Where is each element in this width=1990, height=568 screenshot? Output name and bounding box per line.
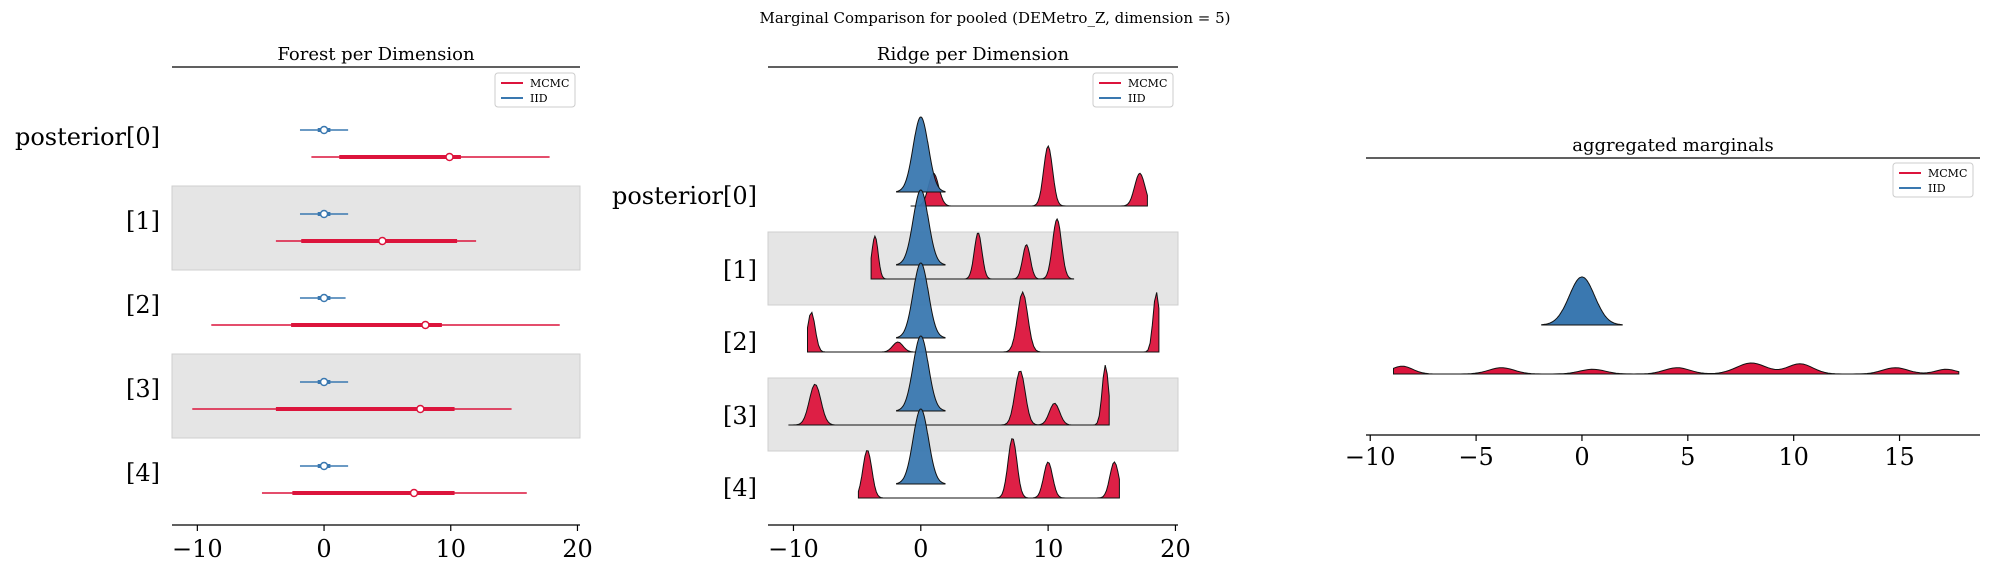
row-label: posterior[0]	[15, 123, 160, 151]
iid-ridge	[896, 408, 946, 485]
median-point	[319, 209, 329, 219]
row-label: posterior[0]	[612, 182, 757, 210]
x-tick-label: 20	[562, 535, 593, 563]
panel-title: Ridge per Dimension	[877, 44, 1070, 65]
x-tick-label: 10	[435, 535, 466, 563]
forest-panel: Forest per Dimension −10 0 10 20 posterior[0]…	[15, 44, 593, 563]
row-label: [3]	[723, 402, 757, 430]
x-tick-label: −5	[1458, 443, 1493, 471]
row-label: [2]	[126, 291, 160, 319]
x-tick-label: 20	[1160, 535, 1191, 563]
row-label: [3]	[126, 375, 160, 403]
panel-title: aggregated marginals	[1572, 135, 1773, 156]
median-point	[319, 125, 329, 135]
x-tick-label: 5	[1680, 443, 1695, 471]
row-label: [1]	[126, 207, 160, 235]
ridge-panel: Ridge per Dimension −10 0 10 20 posterior[0] […	[612, 44, 1191, 563]
figure-title: Marginal Comparison for pooled (DEMetro_…	[759, 9, 1230, 27]
row-band	[767, 377, 1179, 452]
row-label: [2]	[723, 328, 757, 356]
aggregated-panel: aggregated marginals −10 −5 0 5 10 15 MCMC IID	[1345, 135, 1980, 471]
iid-ridge	[896, 262, 946, 339]
iid-density	[1541, 276, 1623, 326]
legend-iid-label: IID	[1128, 92, 1146, 105]
mcmc-ridge	[910, 144, 1148, 207]
mcmc-ridge	[870, 217, 1075, 280]
mcmc-ridge	[807, 290, 1160, 353]
x-tick-label: −10	[768, 535, 819, 563]
panel-title: Forest per Dimension	[277, 44, 475, 65]
median-point	[319, 377, 329, 387]
iid-ridge	[896, 116, 946, 193]
median-point	[409, 488, 419, 498]
mcmc-ridge	[857, 438, 1120, 499]
median-point	[416, 404, 425, 414]
median-point	[319, 293, 329, 303]
legend-mcmc-label: MCMC	[1928, 167, 1967, 180]
row-band	[171, 353, 581, 439]
x-tick-label: 0	[913, 535, 928, 563]
x-tick-label: 15	[1884, 443, 1915, 471]
row-band	[171, 185, 581, 271]
mcmc-density	[1393, 362, 1960, 375]
iid-ridge	[896, 335, 946, 412]
median-point	[445, 152, 454, 162]
legend-iid-label: IID	[1928, 182, 1946, 195]
x-tick-label: −10	[1345, 443, 1396, 471]
row-label: [1]	[723, 256, 757, 284]
row-label: [4]	[723, 474, 757, 502]
mcmc-ridge	[788, 364, 1110, 426]
x-tick-label: −10	[172, 535, 223, 563]
x-tick-label: 0	[1574, 443, 1589, 471]
legend-mcmc-label: MCMC	[530, 77, 569, 90]
iid-ridge	[896, 189, 946, 266]
x-tick-label: 10	[1033, 535, 1064, 563]
median-point	[319, 461, 329, 471]
x-tick-label: 0	[316, 535, 331, 563]
row-label: [4]	[126, 459, 160, 487]
legend-iid-label: IID	[530, 92, 548, 105]
x-tick-label: 10	[1778, 443, 1809, 471]
legend-mcmc-label: MCMC	[1128, 77, 1167, 90]
median-point	[421, 320, 430, 330]
median-point	[378, 236, 387, 246]
